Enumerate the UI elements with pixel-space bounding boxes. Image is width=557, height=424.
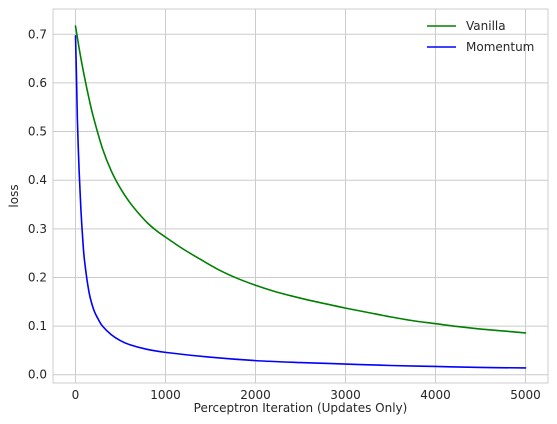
y-tick-label: 0.3 bbox=[28, 222, 47, 236]
legend-label-vanilla: Vanilla bbox=[466, 19, 506, 33]
legend: Vanilla Momentum bbox=[427, 19, 534, 54]
plot-frame bbox=[52, 8, 549, 384]
series-layer bbox=[74, 25, 527, 369]
y-axis-label: loss bbox=[7, 184, 21, 207]
y-tick-label: 0.2 bbox=[28, 270, 47, 284]
y-tick-label: 0.5 bbox=[28, 125, 47, 139]
x-axis-label: Perceptron Iteration (Updates Only) bbox=[194, 401, 408, 415]
x-tick-label: 3000 bbox=[330, 388, 361, 402]
grid-layer bbox=[53, 9, 548, 383]
y-tick-label: 0.4 bbox=[28, 173, 47, 187]
y-tick-label: 0.6 bbox=[28, 76, 47, 90]
y-tick-label: 0.1 bbox=[28, 319, 47, 333]
x-tick-label: 4000 bbox=[420, 388, 451, 402]
x-tick-label: 2000 bbox=[240, 388, 271, 402]
x-tick-label: 1000 bbox=[150, 388, 181, 402]
x-tick-label: 0 bbox=[72, 388, 80, 402]
y-tick-label: 0.0 bbox=[28, 368, 47, 382]
legend-label-momentum: Momentum bbox=[466, 40, 534, 54]
x-tick-label: 5000 bbox=[510, 388, 541, 402]
y-tick-label: 0.7 bbox=[28, 27, 47, 41]
tick-layer: 0 1000 2000 3000 4000 5000 0.0 0.1 0.2 0.3 0.4 0.5 0… bbox=[28, 27, 541, 402]
series-line-momentum bbox=[74, 34, 527, 369]
series-line-vanilla bbox=[74, 25, 527, 334]
